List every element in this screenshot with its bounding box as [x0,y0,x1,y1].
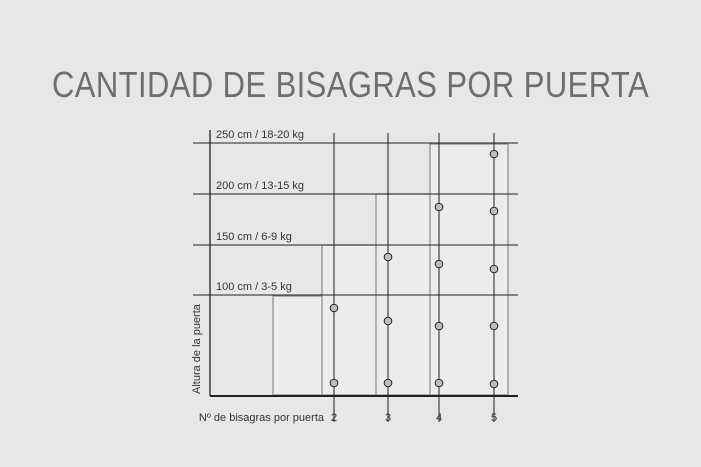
hinge-marker [489,379,499,389]
level-label: 250 cm / 18-20 kg [216,129,304,141]
hinge-marker [383,378,393,388]
level-label: 150 cm / 6-9 kg [216,231,292,243]
hinge-marker [383,316,393,326]
hinge-count-label: 5 [491,412,497,424]
hinge-marker [329,378,339,388]
hinge-marker [489,149,499,159]
hinge-marker [434,202,444,212]
hinge-marker [434,259,444,269]
level-label: 200 cm / 13-15 kg [216,180,304,192]
y-axis-label: Altura de la puerta [191,303,203,394]
hinge-count-label: 2 [331,412,337,424]
hinge-marker [434,378,444,388]
x-axis-label: Nº de bisagras por puerta [199,412,325,424]
page-title: CANTIDAD DE BISAGRAS POR PUERTA [51,64,650,105]
hinge-marker [329,303,339,313]
hinge-marker [489,206,499,216]
hinge-marker [383,252,393,262]
hinge-marker [434,321,444,331]
hinge-marker [489,321,499,331]
hinge-count-label: 4 [436,412,442,424]
hinge-marker [489,264,499,274]
hinge-count-label: 3 [385,412,391,424]
level-label: 100 cm / 3-5 kg [216,281,292,293]
